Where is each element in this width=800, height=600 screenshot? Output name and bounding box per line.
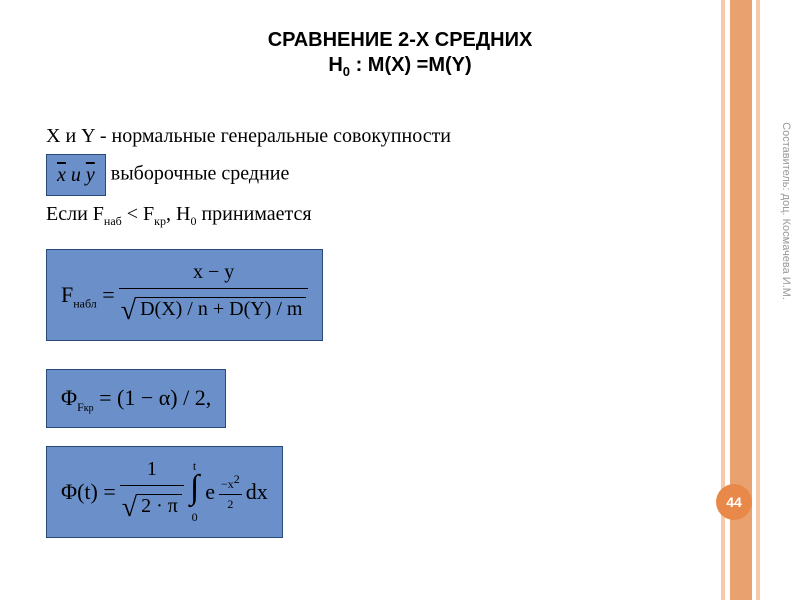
title-line-2: H0 : M(X) =M(Y) <box>0 53 800 80</box>
f1-xbar: x <box>193 261 203 283</box>
f3-int-low: 0 <box>190 508 199 527</box>
f1-minus: − <box>203 261 224 283</box>
l3-post: , Н <box>166 203 190 225</box>
l3-end: принимается <box>196 203 311 225</box>
f1-lhs-sub: набл <box>73 296 97 310</box>
sqrt-icon: √ <box>121 295 136 326</box>
formula-3: Φ(t) = 1 √2 · π t ∫ 0 e <box>46 446 283 538</box>
formula-2: ΦFкр = (1 − α) / 2, <box>46 369 226 428</box>
x-bar: x <box>57 164 66 186</box>
f2-sub-kr: кр <box>84 403 94 414</box>
f3-frac-bot: 2 · π <box>137 494 182 517</box>
xy-and: и <box>66 164 86 186</box>
formula-3-row: Φ(t) = 1 √2 · π t ∫ 0 e <box>46 446 700 548</box>
page-number-badge: 44 <box>716 484 752 520</box>
f1-lhs: F <box>61 282 73 307</box>
f1-eq: = <box>97 282 115 307</box>
title-h-sub: 0 <box>343 64 350 79</box>
slide-body: X и Y - нормальные генеральные совокупно… <box>0 80 800 547</box>
f3-frac-top: 1 <box>120 453 184 486</box>
xy-bar-box: x и y <box>46 154 106 196</box>
formula-1: Fнабл = x − y √D(X) / n + D(Y) / m <box>46 249 323 341</box>
f3-dx: dx <box>244 453 270 531</box>
sqrt-icon-2: √ <box>122 492 137 523</box>
text-line-1: X и Y - нормальные генеральные совокупно… <box>46 120 700 152</box>
f1-bot: D(X) / n + D(Y) / m <box>136 297 306 320</box>
author-credit: Составитель: доц. Космачева И.М. <box>780 122 792 300</box>
formula-1-row: Fнабл = x − y √D(X) / n + D(Y) / m <box>46 249 700 351</box>
f3-e: e <box>205 479 215 504</box>
title-rest: : M(X) =M(Y) <box>350 54 472 76</box>
slide-title: СРАВНЕНИЕ 2-Х СРЕДНИХ H0 : M(X) =M(Y) <box>0 0 800 80</box>
l3-sub2: кр <box>154 214 166 228</box>
f2-sub-F: F <box>77 400 84 414</box>
decor-stripe-light-2 <box>756 0 760 600</box>
f1-ybar: y <box>224 261 234 283</box>
y-bar: y <box>86 164 95 186</box>
l3-pre: Если F <box>46 203 104 225</box>
formula-2-row: ΦFкр = (1 − α) / 2, <box>46 369 700 428</box>
l3-sub1: наб <box>104 214 122 228</box>
f3-lhs: Φ(t) = <box>59 453 118 531</box>
f3-exp-bot: 2 <box>219 494 242 514</box>
l3-mid: < F <box>122 203 154 225</box>
integral-icon: ∫ <box>190 469 199 506</box>
title-h: H <box>328 54 342 76</box>
text-line-3: Если Fнаб < Fкр, Н0 принимается <box>46 198 700 231</box>
text-line-2: x и y выборочные средние <box>46 154 700 196</box>
f2-lhs: Φ <box>61 385 77 410</box>
line2-text: выборочные средние <box>111 163 290 185</box>
f2-rhs: = (1 − α) / 2, <box>94 385 212 410</box>
f3-exp-2: 2 <box>234 472 240 486</box>
title-line-1: СРАВНЕНИЕ 2-Х СРЕДНИХ <box>0 28 800 53</box>
